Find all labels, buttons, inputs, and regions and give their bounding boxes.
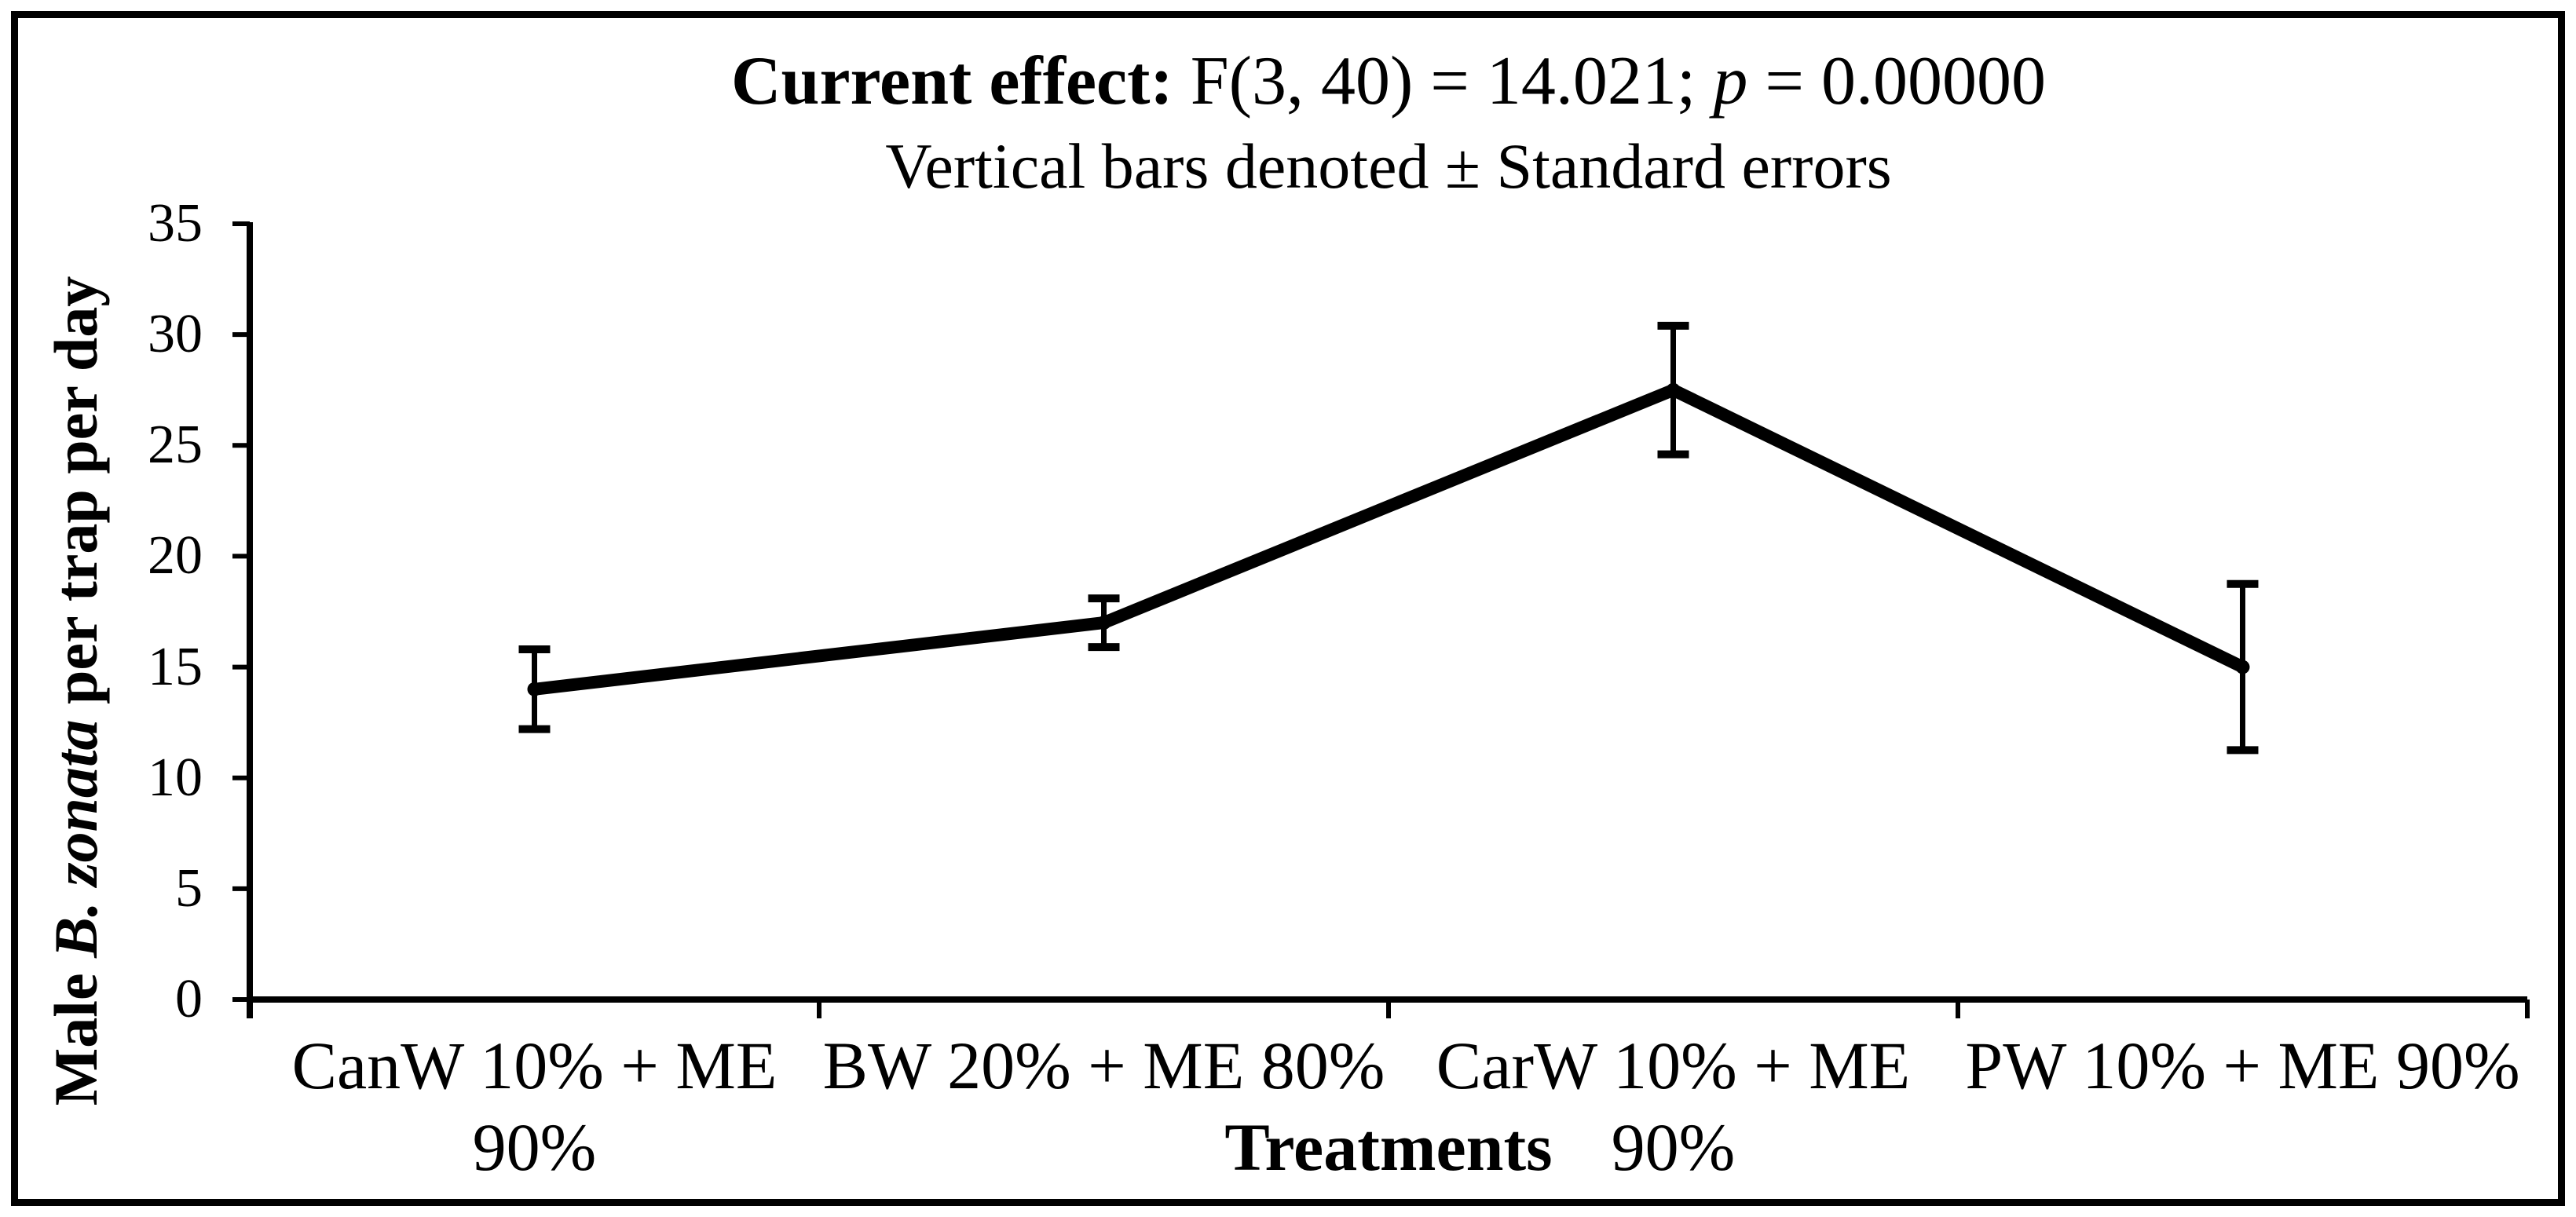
y-tick-label: 5 — [175, 857, 203, 919]
x-category-label: PW 10% + ME 90% — [1958, 1025, 2527, 1106]
y-tick-label: 0 — [175, 969, 203, 1029]
chart-title-p-symbol: p — [1713, 43, 1748, 119]
data-point-marker — [1096, 616, 1111, 630]
figure-border — [11, 11, 2565, 1206]
y-tick-label: 10 — [148, 747, 203, 808]
x-category-label-line: BW 20% + ME 80% — [822, 1028, 1385, 1103]
x-category-label-line: 90% — [1611, 1109, 1736, 1185]
data-point-marker — [527, 682, 542, 696]
x-category-label: BW 20% + ME 80% — [819, 1025, 1389, 1106]
y-tick-label: 15 — [148, 636, 203, 697]
chart-title-block: Current effect: F(3, 40) = 14.021; p = 0… — [250, 39, 2527, 209]
x-category-label: CarW 10% + ME 90% — [1389, 1025, 1958, 1188]
chart-title-bold-prefix: Current effect: — [731, 43, 1173, 119]
x-category-label-line: CanW 10% + ME — [291, 1028, 778, 1103]
x-category-label-line: 90% — [472, 1109, 597, 1185]
chart-subtitle: Vertical bars denoted ± Standard errors — [885, 130, 1892, 202]
x-category-label-line: CarW 10% + ME — [1436, 1028, 1911, 1103]
x-category-label: CanW 10% + ME 90% — [250, 1025, 819, 1188]
data-point-marker — [1666, 382, 1681, 397]
data-line — [528, 382, 2249, 696]
y-tick-label: 25 — [148, 415, 203, 476]
chart-title-stats: F(3, 40) = 14.021; — [1173, 43, 1714, 119]
chart-title-p-value: = 0.00000 — [1747, 43, 2046, 119]
y-tick-label: 30 — [148, 304, 203, 365]
chart-title: Current effect: F(3, 40) = 14.021; p = 0… — [250, 39, 2527, 124]
data-point-marker — [2235, 660, 2250, 674]
y-tick-label: 35 — [148, 193, 203, 254]
y-tick-label: 20 — [148, 525, 203, 587]
x-axis-title: Treatments — [1224, 1109, 1553, 1185]
x-category-label-line: PW 10% + ME 90% — [1965, 1028, 2520, 1103]
